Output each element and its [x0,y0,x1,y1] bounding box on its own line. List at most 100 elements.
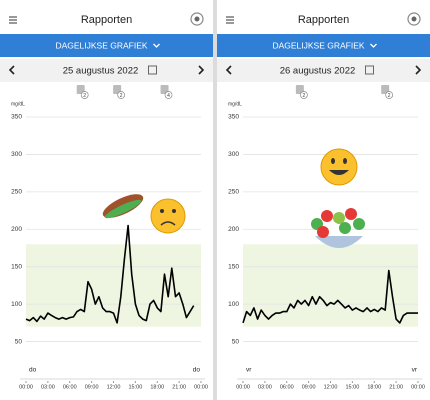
day-label-start: vr [246,367,252,374]
x-tick-label: 03:00 [258,384,272,390]
y-tick-label: 250 [11,189,22,196]
event-count: 4 [167,93,170,99]
sound-ring [407,12,421,26]
salad-leaf [333,212,345,224]
sound-dot [411,16,417,22]
event-badge [164,91,173,99]
x-tick-label: 03:00 [41,384,55,390]
tab-chevron [153,43,160,48]
y-tick-label: 150 [11,263,22,270]
calendar-icon[interactable] [148,65,157,75]
day-label-end: vr [412,367,418,374]
x-tick-label: 21:00 [389,384,403,390]
event-icon[interactable]: 2 [76,85,89,99]
day-label-start: do [29,367,37,374]
sound-ring [190,12,204,26]
y-unit: mg/dL [228,101,242,107]
day-label-end: do [193,367,201,374]
glucose-line [242,269,418,324]
phone-screen: Rapporten DAGELIJKSE GRAFIEK 25 augustus 2… [0,0,213,400]
face [150,198,186,234]
date-label: 25 augustus 2022 [63,66,139,77]
y-tick-label: 50 [15,338,23,345]
mouth [329,170,349,175]
eye [343,158,347,164]
x-tick-label: 12:00 [107,384,121,390]
x-tick-label: 15:00 [128,384,142,390]
tab-label[interactable]: DAGELIJKSE GRAFIEK [272,40,364,50]
target-range [243,244,418,327]
salad-leaf [345,208,357,220]
event-badge [300,91,308,99]
salad-leaf [353,218,365,230]
y-tick-label: 100 [228,301,239,308]
x-tick-label: 12:00 [324,384,338,390]
x-tick-label: 00:00 [19,384,33,390]
y-tick-label: 300 [11,151,22,158]
event-icon[interactable]: 2 [381,85,394,99]
x-tick-label: 21:00 [172,384,186,390]
y-unit: mg/dL [11,101,25,107]
event-count: 2 [83,93,86,99]
sound-icon[interactable] [190,12,204,26]
screen-title: Rapporten [81,14,132,26]
menu-button[interactable] [9,16,17,24]
menu-button[interactable] [226,16,234,24]
y-tick-label: 300 [228,151,239,158]
salad-leaf [327,222,339,234]
eye [172,209,176,213]
y-tick-label: 150 [228,263,239,270]
sandwich-icon [102,194,144,219]
event-icon[interactable]: 2 [113,85,125,99]
y-tick-label: 200 [11,226,22,233]
salad-icon [311,208,365,248]
event-badge [385,91,394,99]
phone-screen: Rapporten DAGELIJKSE GRAFIEK 26 augustus 2… [217,0,430,400]
event-badge [117,91,125,99]
date-bar [0,59,213,82]
face [320,148,358,186]
eye [331,158,335,164]
x-tick-label: 00:00 [194,384,208,390]
event-icon[interactable]: 2 [295,85,308,99]
x-tick-label: 09:00 [85,384,99,390]
screen-title: Rapporten [298,14,349,26]
next-day[interactable] [415,65,422,75]
x-tick-label: 09:00 [302,384,316,390]
tab-bar [0,34,213,57]
x-tick-label: 18:00 [367,384,381,390]
date-label: 26 augustus 2022 [280,66,356,77]
y-tick-label: 200 [228,226,239,233]
tab-label[interactable]: DAGELIJKSE GRAFIEK [55,40,147,50]
x-tick-label: 15:00 [345,384,359,390]
bowl [315,236,363,248]
sad-face [150,198,186,234]
y-tick-label: 100 [11,301,22,308]
x-tick-label: 00:00 [236,384,250,390]
y-tick-label: 250 [228,189,239,196]
x-tick-label: 06:00 [280,384,294,390]
y-tick-label: 350 [228,114,239,121]
event-count: 2 [388,93,391,99]
tab-bar [217,34,430,57]
sound-icon[interactable] [407,12,421,26]
event-count: 2 [120,93,123,99]
filling [104,199,142,219]
next-day[interactable] [198,65,205,75]
calendar-icon[interactable] [365,65,374,75]
salad-leaf [317,226,329,238]
date-bar [217,59,430,82]
prev-day[interactable] [225,65,232,75]
y-tick-label: 50 [232,338,240,345]
sound-dot [194,16,200,22]
event-icon[interactable]: 4 [160,85,173,99]
prev-day[interactable] [8,65,15,75]
x-tick-label: 18:00 [150,384,164,390]
x-tick-label: 06:00 [63,384,77,390]
tab-chevron [370,43,377,48]
glucose-line [25,224,195,324]
x-tick-label: 00:00 [411,384,425,390]
event-count: 2 [302,93,305,99]
